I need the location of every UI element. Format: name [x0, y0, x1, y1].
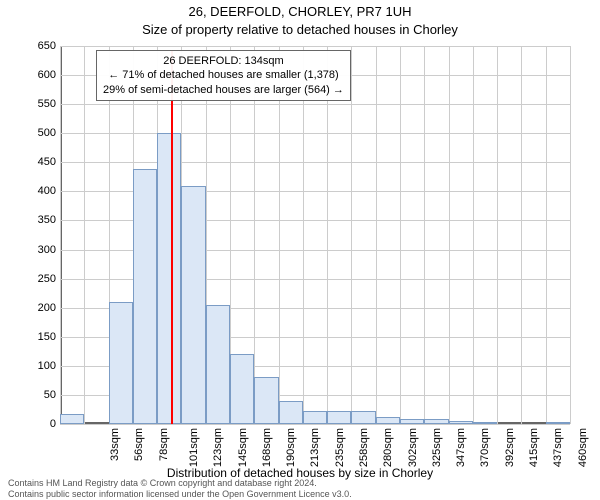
grid-h: [60, 46, 570, 47]
y-tick-label: 0: [4, 418, 56, 430]
x-tick-label: 101sqm: [188, 428, 200, 467]
y-tick-label: 650: [4, 40, 56, 52]
x-tick-label: 190sqm: [285, 428, 297, 467]
grid-v: [424, 46, 425, 424]
y-tick-label: 200: [4, 302, 56, 314]
histogram-bar: [109, 302, 133, 424]
grid-v: [521, 46, 522, 424]
x-tick-label: 145sqm: [237, 428, 249, 467]
x-tick-label: 123sqm: [212, 428, 224, 467]
grid-v: [546, 46, 547, 424]
x-tick-label: 325sqm: [431, 428, 443, 467]
x-tick-label: 460sqm: [577, 428, 589, 467]
y-tick-label: 600: [4, 69, 56, 81]
footer-line-2: Contains public sector information licen…: [8, 489, 352, 500]
y-tick-label: 550: [4, 98, 56, 110]
y-tick-label: 400: [4, 185, 56, 197]
histogram-bar: [424, 419, 448, 424]
y-tick-label: 500: [4, 127, 56, 139]
x-tick-label: 235sqm: [334, 428, 346, 467]
grid-v: [449, 46, 450, 424]
histogram-bar: [206, 305, 230, 424]
page-subtitle: Size of property relative to detached ho…: [0, 22, 600, 37]
histogram-bar: [327, 411, 351, 424]
histogram-bar: [133, 169, 157, 424]
histogram-bar: [303, 411, 327, 424]
grid-v: [400, 46, 401, 424]
grid-h: [60, 104, 570, 105]
grid-h: [60, 162, 570, 163]
x-tick-label: 213sqm: [310, 428, 322, 467]
histogram-bar: [254, 377, 278, 424]
x-tick-label: 78sqm: [158, 428, 170, 461]
x-tick-label: 370sqm: [480, 428, 492, 467]
grid-v: [84, 46, 85, 424]
info-line-3: 29% of semi-detached houses are larger (…: [103, 83, 344, 97]
y-tick-label: 450: [4, 156, 56, 168]
x-tick-label: 392sqm: [504, 428, 516, 467]
grid-v: [351, 46, 352, 424]
histogram-bar: [546, 422, 570, 424]
grid-h: [60, 133, 570, 134]
histogram-bar: [376, 417, 400, 424]
grid-v: [497, 46, 498, 424]
histogram-bar: [230, 354, 254, 424]
x-tick-label: 258sqm: [358, 428, 370, 467]
grid-v: [254, 46, 255, 424]
histogram-bar: [181, 186, 205, 424]
grid-v: [303, 46, 304, 424]
grid-v: [570, 46, 571, 424]
histogram-bar: [449, 421, 473, 424]
histogram-plot: [60, 46, 570, 424]
y-tick-label: 150: [4, 331, 56, 343]
y-tick-label: 100: [4, 360, 56, 372]
footer-line-1: Contains HM Land Registry data © Crown c…: [8, 478, 352, 489]
info-line-2: ← 71% of detached houses are smaller (1,…: [103, 68, 344, 82]
footer-attribution: Contains HM Land Registry data © Crown c…: [8, 478, 352, 500]
grid-v: [473, 46, 474, 424]
histogram-bar: [279, 401, 303, 424]
grid-v: [60, 46, 61, 424]
x-tick-label: 33sqm: [109, 428, 121, 461]
x-tick-label: 347sqm: [455, 428, 467, 467]
x-tick-label: 437sqm: [552, 428, 564, 467]
y-tick-label: 250: [4, 273, 56, 285]
x-tick-label: 56sqm: [133, 428, 145, 461]
y-tick-label: 350: [4, 214, 56, 226]
y-tick-label: 50: [4, 389, 56, 401]
histogram-bar: [157, 133, 181, 424]
reference-vline: [171, 50, 173, 424]
grid-v: [327, 46, 328, 424]
grid-v: [279, 46, 280, 424]
x-tick-label: 168sqm: [261, 428, 273, 467]
grid-h: [60, 424, 570, 425]
x-tick-label: 415sqm: [528, 428, 540, 467]
histogram-bar: [400, 419, 424, 424]
x-tick-label: 302sqm: [407, 428, 419, 467]
info-line-1: 26 DEERFOLD: 134sqm: [103, 54, 344, 68]
info-callout-box: 26 DEERFOLD: 134sqm ← 71% of detached ho…: [96, 50, 351, 101]
x-tick-label: 280sqm: [382, 428, 394, 467]
grid-v: [376, 46, 377, 424]
histogram-bar: [351, 411, 375, 424]
page-title: 26, DEERFOLD, CHORLEY, PR7 1UH: [0, 4, 600, 19]
histogram-bar: [473, 422, 497, 424]
histogram-bar: [60, 414, 84, 424]
y-tick-label: 300: [4, 244, 56, 256]
